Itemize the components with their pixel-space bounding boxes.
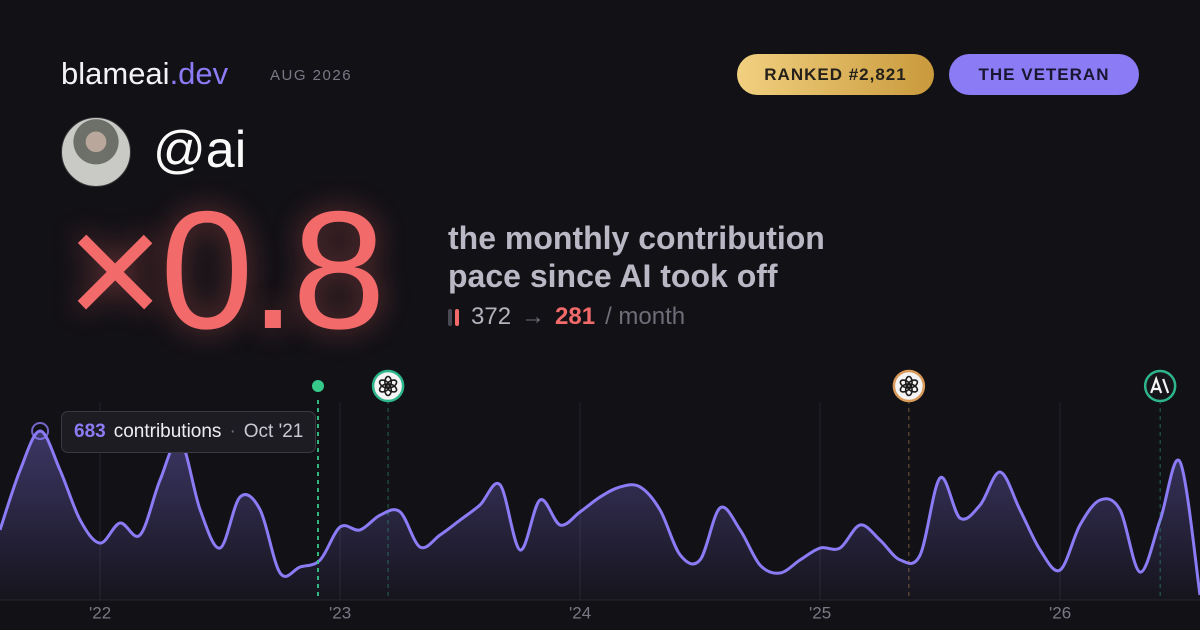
event-icon	[1143, 369, 1177, 403]
avatar	[61, 117, 131, 187]
highlight-ring	[31, 421, 50, 440]
event-dot	[312, 380, 324, 392]
arrow: →	[521, 303, 546, 330]
tooltip-value: 683	[74, 421, 106, 442]
badge-pill: THE VETERAN	[949, 54, 1139, 95]
pace-icon	[448, 308, 459, 326]
date: AUG 2026	[270, 67, 353, 84]
event-icon	[892, 369, 926, 403]
unit: / month	[605, 303, 686, 330]
x-tick-label: '24	[569, 603, 591, 622]
brand-name: blameai	[61, 56, 170, 91]
tooltip-unit: contributions	[113, 421, 222, 442]
event-glyph	[1150, 375, 1170, 394]
subtitle-line: the monthly contribution	[448, 220, 825, 256]
tooltip: 683 contributions · Oct '21	[61, 411, 317, 453]
after-value: 281	[555, 303, 596, 330]
event-glyph	[899, 379, 912, 389]
event-icon	[371, 369, 405, 403]
area	[0, 430, 1200, 600]
x-tick-label: '25	[809, 603, 831, 622]
tooltip-separator: ·	[229, 421, 236, 442]
line	[0, 429, 1200, 596]
x-tick-label: '23	[329, 603, 351, 622]
pace: 372 → 281 / month	[448, 303, 685, 331]
rank-pill: RANKED #2,821	[737, 54, 934, 95]
event-glyph	[378, 379, 391, 389]
handle: @ai	[153, 121, 247, 179]
subtitle-line: pace since AI took off	[448, 258, 778, 294]
tooltip-date: Oct '21	[243, 421, 304, 442]
before-value: 372	[471, 303, 512, 330]
brand: blameai.dev	[61, 56, 228, 92]
brand-suffix: .dev	[169, 56, 229, 91]
x-tick-label: '26	[1049, 603, 1071, 622]
multiplier: ×0.8	[66, 176, 386, 364]
x-tick-label: '22	[89, 603, 111, 622]
